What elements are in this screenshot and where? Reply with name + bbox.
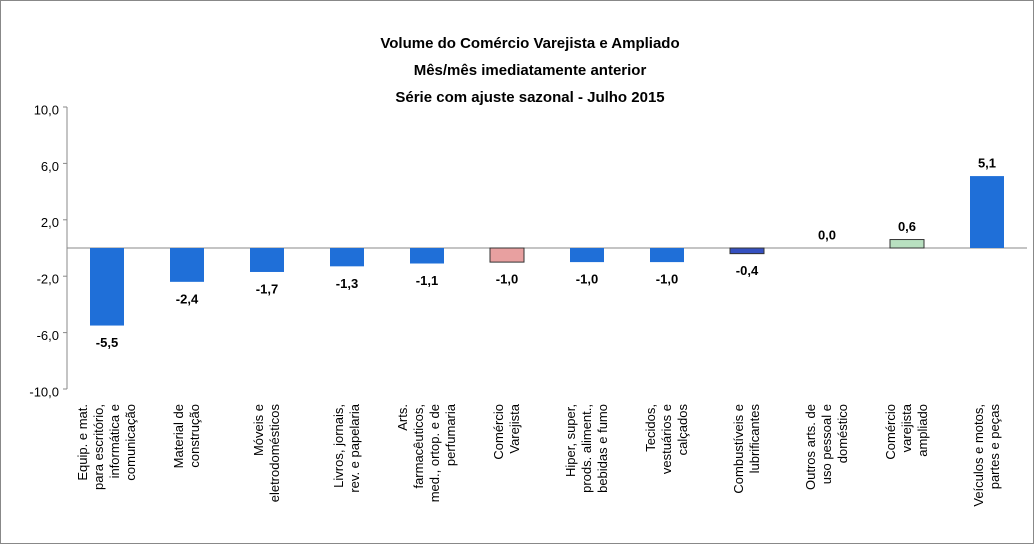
value-label: -1,3 — [336, 276, 358, 291]
x-tick-label: Material de construção — [171, 404, 202, 469]
chart-subtitle: Série com ajuste sazonal - Julho 2015 — [395, 89, 664, 106]
bar — [489, 247, 525, 263]
value-label: -1,7 — [256, 281, 278, 296]
value-label: -5,5 — [96, 335, 118, 350]
bar — [889, 239, 925, 249]
value-label: -1,1 — [416, 273, 438, 288]
bar — [570, 248, 604, 263]
value-label: -1,0 — [656, 272, 678, 287]
x-tick-label: Outros arts. de uso pessoal e doméstico — [803, 404, 850, 490]
bar — [90, 248, 124, 326]
x-tick-label: Equip. e mat. para escritório, informáti… — [75, 404, 138, 490]
x-tick-label: Combustíveis e lubrificantes — [731, 404, 762, 494]
x-tick-label: Comércio Varejista — [491, 404, 522, 460]
x-tick-label: Veículos e motos, partes e peças — [971, 404, 1002, 507]
bar — [170, 248, 204, 282]
x-tick-label: Comércio varejista ampliado — [883, 404, 930, 460]
value-label: -2,4 — [176, 291, 199, 306]
bar — [970, 176, 1004, 248]
bar — [250, 248, 284, 272]
y-tick-label: 6,0 — [41, 159, 59, 174]
x-tick-label: Livros, jornais, rev. e papelaria — [331, 404, 362, 493]
chart-subtitle: Mês/mês imediatamente anterior — [414, 62, 647, 79]
y-tick-label: 2,0 — [41, 215, 59, 230]
chart-title: Volume do Comércio Varejista e Ampliado — [380, 35, 679, 52]
y-tick-label: -2,0 — [37, 272, 59, 287]
value-label: -1,0 — [496, 272, 518, 287]
bar — [650, 248, 684, 263]
value-label: -0,4 — [736, 263, 759, 278]
x-tick-label: Tecidos, vestuários e calçados — [643, 404, 690, 475]
value-label: -1,0 — [576, 272, 598, 287]
x-tick-label: Arts. farmacêuticos, med., ortop. e de p… — [395, 404, 458, 503]
y-tick-label: -10,0 — [29, 384, 59, 399]
bar — [410, 248, 444, 264]
value-label: 0,0 — [818, 227, 836, 242]
value-label: 0,6 — [898, 219, 916, 234]
y-tick-label: -6,0 — [37, 328, 59, 343]
y-tick-label: 10,0 — [34, 102, 59, 117]
value-label: 5,1 — [978, 156, 996, 171]
x-tick-label: Hiper, super, prods. aliment., bebidas e… — [563, 404, 610, 493]
bar — [729, 247, 765, 255]
bar — [330, 248, 364, 267]
x-tick-label: Móveis e eletrodomésticos — [251, 404, 282, 503]
